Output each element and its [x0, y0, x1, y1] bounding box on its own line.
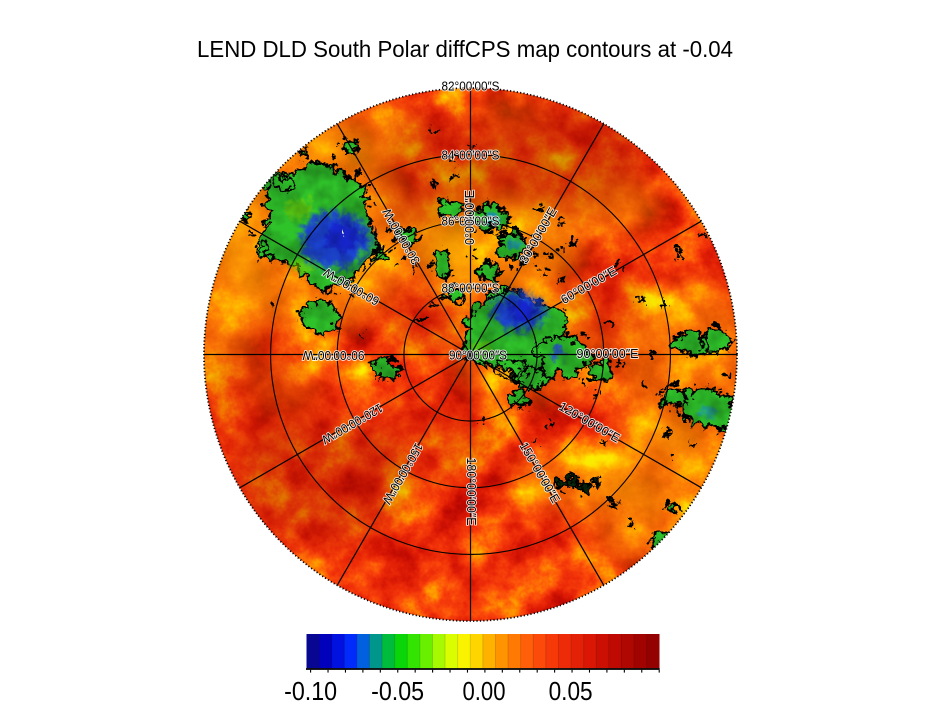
svg-text:90°00′00″E: 90°00′00″E [577, 347, 639, 361]
svg-text:88°00′00″S: 88°00′00″S [442, 281, 500, 295]
svg-text:84°00′00″S: 84°00′00″S [442, 148, 500, 162]
svg-text:82°00′00″S: 82°00′00″S [442, 79, 500, 93]
svg-text:0.05: 0.05 [549, 676, 593, 706]
svg-text:0°00′00″E: 0°00′00″E [463, 190, 477, 245]
svg-text:0.00: 0.00 [463, 676, 506, 706]
svg-text:90°00′00″W: 90°00′00″W [302, 348, 364, 362]
svg-text:86°00′00″S: 86°00′00″S [442, 214, 500, 228]
svg-text:-0.05: -0.05 [371, 676, 424, 706]
svg-text:180°00′00″E: 180°00′00″E [464, 458, 478, 526]
svg-text:90°00′00″S: 90°00′00″S [449, 348, 507, 362]
svg-text:-0.10: -0.10 [284, 676, 337, 706]
svg-text:LEND DLD South Polar diffCPS m: LEND DLD South Polar diffCPS map contour… [197, 36, 733, 62]
